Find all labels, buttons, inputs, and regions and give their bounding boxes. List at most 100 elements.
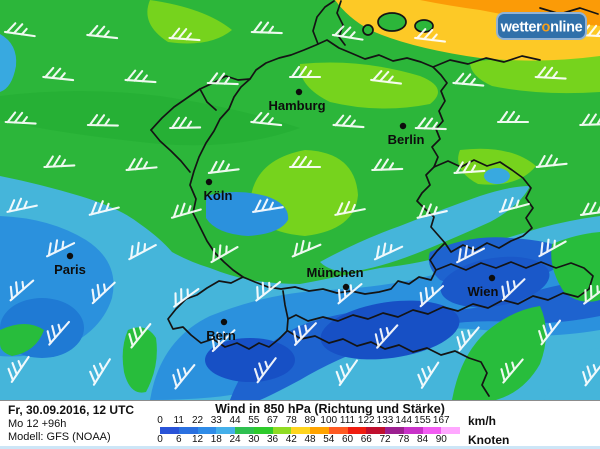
knots-tick: 0: [157, 434, 163, 445]
brand-logo-text: wetteronline: [500, 20, 583, 36]
unit-kmh-label: km/h: [468, 414, 497, 428]
city-dot: [220, 318, 228, 326]
coast-baltic: [432, 55, 541, 68]
knots-tick: 72: [379, 434, 391, 445]
unit-knots-label: Knoten: [468, 433, 510, 447]
kmh-tick: 100: [320, 415, 338, 426]
city-koeln: Köln: [204, 178, 233, 203]
region-green-wedge: [452, 306, 546, 400]
weather-map: Hamburg Berlin Köln Paris München Wien: [0, 0, 600, 400]
brand-logo[interactable]: wetteronline: [496, 12, 587, 40]
kmh-tick: 78: [285, 415, 297, 426]
city-dot: [295, 88, 303, 96]
city-label: Paris: [54, 262, 86, 277]
city-berlin: Berlin: [388, 122, 425, 147]
coast-denmark-west: [312, 0, 335, 45]
city-wien: Wien: [468, 274, 499, 299]
color-bar-cell: [385, 427, 404, 434]
model-run: Mo 12 +96h: [8, 418, 67, 430]
region-lightgreen: [299, 62, 438, 109]
region-cyan-small: [0, 34, 17, 92]
color-bar-cell: [216, 427, 235, 434]
color-bar-cell: [253, 427, 273, 434]
legend-ticks-knots: 0 6 12 18 24 30 36 42 48 54 60 66 72 78 84 90: [157, 434, 461, 445]
city-label: München: [306, 265, 363, 280]
knots-tick: 66: [360, 434, 372, 445]
kmh-tick: 67: [266, 415, 279, 426]
city-label: Bern: [206, 328, 236, 343]
legend-title: Wind in 850 hPa (Richtung und Stärke): [215, 402, 445, 416]
knots-tick: 24: [229, 434, 241, 445]
legend-panel: Fr, 30.09.2016, 12 UTC Mo 12 +96h Modell…: [0, 400, 600, 447]
region-cyan-spot: [484, 168, 510, 184]
color-bar-cell: [160, 427, 179, 434]
knots-tick: 6: [175, 434, 182, 445]
city-markers: Hamburg Berlin Köln Paris München Wien: [54, 88, 499, 343]
wind-speed-field: [0, 0, 600, 400]
city-bern: Bern: [206, 318, 236, 343]
color-bar-cell: [328, 427, 348, 434]
border-belgium-france: [150, 129, 191, 173]
city-dot: [488, 274, 496, 282]
city-dot: [342, 283, 350, 291]
city-muenchen: München: [306, 265, 364, 291]
kmh-tick: 111: [339, 415, 356, 426]
city-dot: [399, 122, 407, 130]
color-bar-cell: [291, 427, 310, 434]
kmh-tick: 89: [304, 415, 316, 426]
region-blue-koeln: [206, 192, 289, 236]
knots-tick: 30: [248, 434, 260, 445]
color-bar-cell: [272, 427, 292, 434]
kmh-tick: 22: [191, 415, 204, 426]
country-borders: [150, 0, 599, 397]
region-cyan-corner: [544, 348, 600, 400]
island-small: [362, 24, 374, 36]
city-hamburg: Hamburg: [268, 88, 326, 113]
region-green-east: [551, 232, 600, 302]
border-germany: [189, 39, 448, 295]
color-bar-cell: [347, 427, 367, 434]
knots-tick: 54: [323, 434, 335, 445]
coast-denmark-east: [336, 0, 346, 46]
border-austria: [282, 261, 594, 322]
city-label: Köln: [204, 188, 233, 203]
color-bar-cell: [403, 427, 423, 434]
region-lightgreen: [147, 0, 232, 44]
region-lightgreen: [458, 148, 536, 185]
model-name: Modell: GFS (NOAA): [8, 431, 111, 443]
color-bar-cell: [441, 427, 460, 434]
knots-tick: 78: [398, 434, 410, 445]
color-bar-cell: [366, 427, 385, 434]
knots-tick: 60: [341, 434, 354, 445]
region-cyan-streak: [320, 186, 530, 272]
color-bar-cell: [178, 427, 198, 434]
city-paris: Paris: [54, 252, 86, 277]
coast-sweden: [539, 7, 599, 15]
city-label: Wien: [468, 284, 499, 299]
color-bar-cell: [197, 427, 217, 434]
knots-tick: 18: [210, 434, 222, 445]
knots-tick: 42: [285, 434, 297, 445]
border-czech: [433, 159, 534, 253]
kmh-tick: 155: [414, 415, 431, 426]
knots-tick: 84: [416, 434, 429, 445]
color-bar-cell: [235, 427, 254, 434]
kmh-tick: 33: [210, 415, 222, 426]
kmh-tick: 44: [229, 415, 241, 426]
kmh-tick: 0: [157, 415, 163, 426]
city-label: Berlin: [388, 132, 425, 147]
border-switzerland: [167, 276, 289, 350]
kmh-tick: 55: [248, 415, 260, 426]
region-blue-deep: [230, 280, 600, 400]
forecast-datetime: Fr, 30.09.2016, 12 UTC: [8, 403, 135, 417]
city-dot: [205, 178, 213, 186]
border-italy-north: [287, 330, 490, 397]
knots-tick: 12: [191, 434, 204, 445]
kmh-tick: 122: [357, 415, 375, 426]
island-zealand: [377, 12, 407, 32]
kmh-tick: 11: [173, 415, 184, 426]
brand-logo-box: [496, 12, 587, 40]
knots-tick: 48: [304, 434, 316, 445]
legend-ticks-kmh: 0 11 22 33 44 55 67 78 89 100 111 122 133 144 155 167: [157, 415, 461, 426]
